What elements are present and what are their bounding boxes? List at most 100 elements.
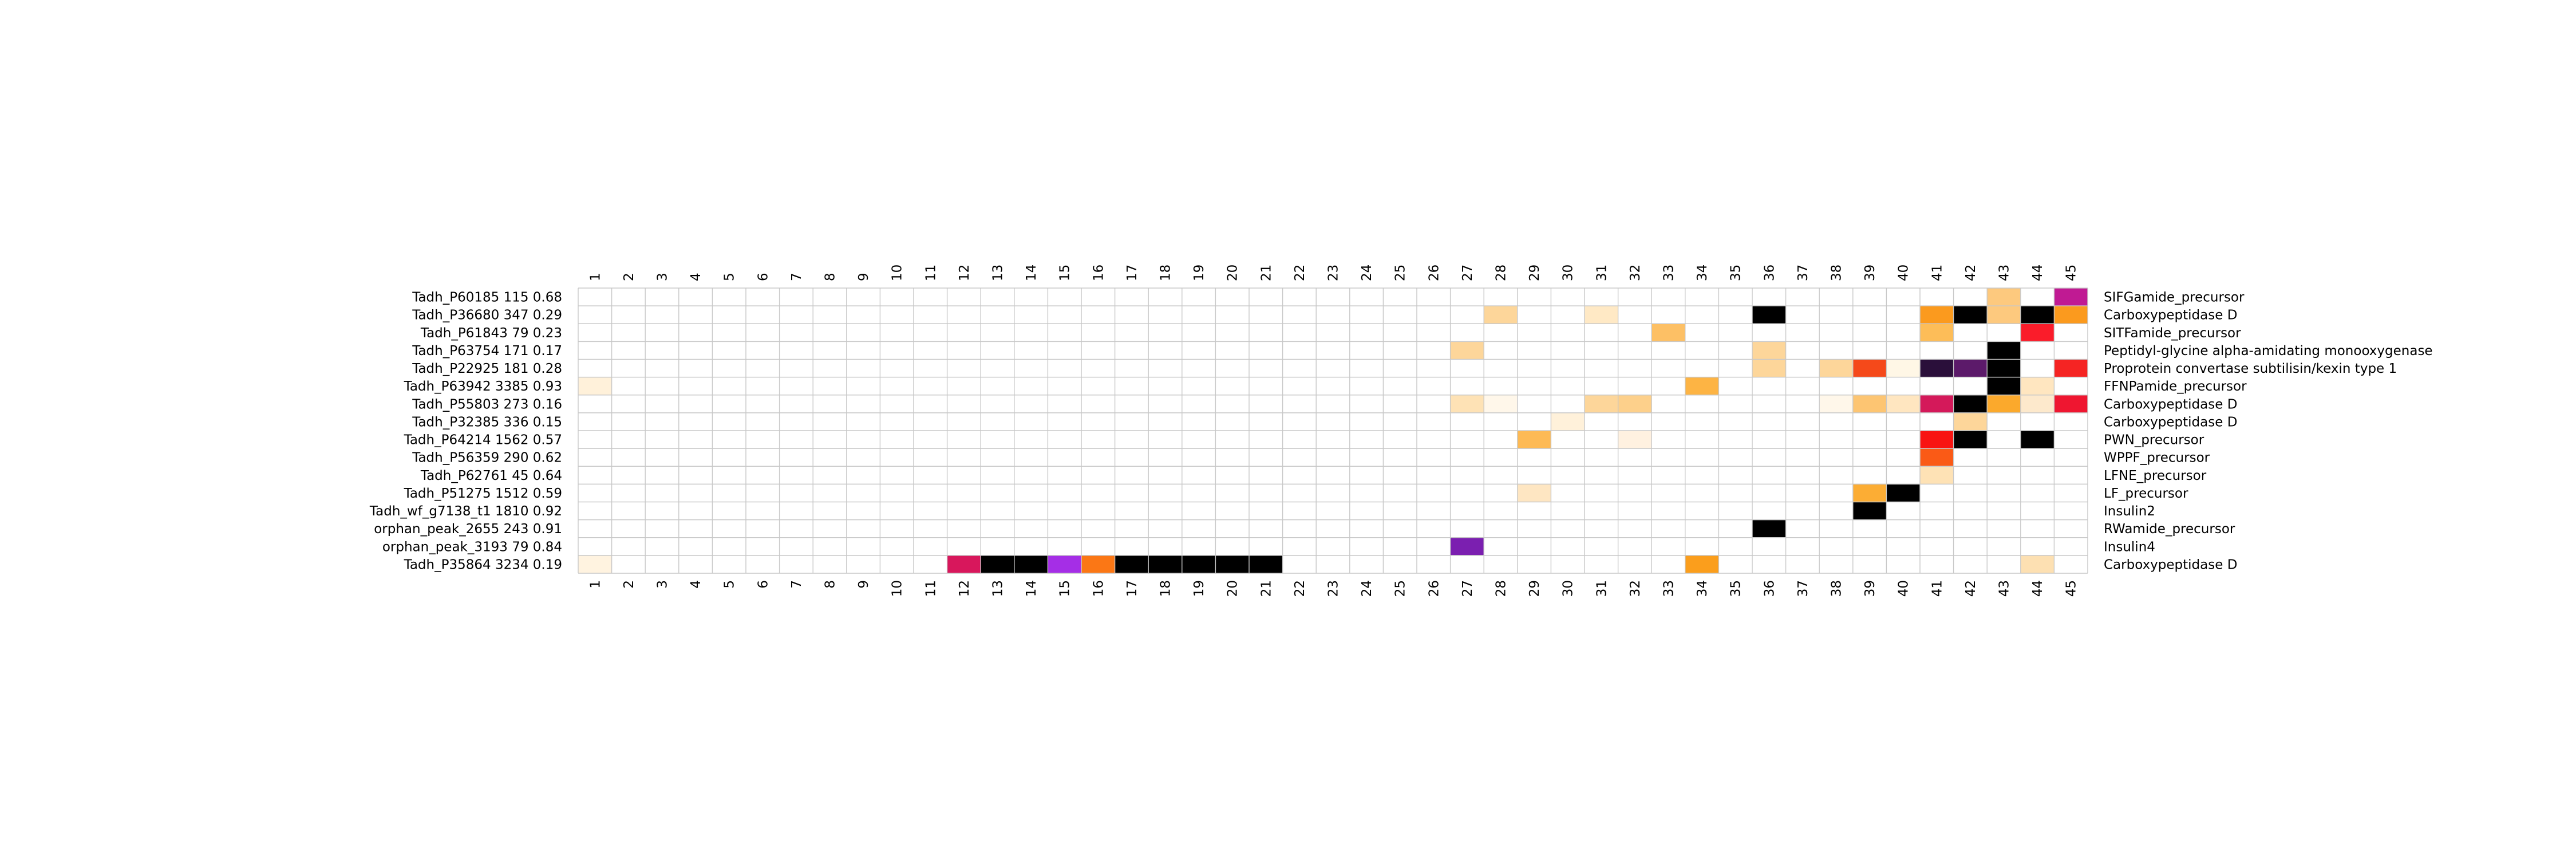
column-tick-label-top: 15	[1058, 265, 1073, 281]
column-tick-label-top: 24	[1360, 265, 1374, 281]
heatmap-cell	[1852, 502, 1887, 520]
column-tick-label-top: 33	[1662, 265, 1677, 281]
column-tick-label-top: 18	[1159, 265, 1174, 281]
column-tick-label-top: 42	[1963, 265, 1978, 281]
heatmap-cell	[2020, 324, 2055, 342]
column-tick-label-bottom: 28	[1494, 580, 1509, 597]
row-label: Tadh_P62761 45 0.64	[420, 468, 562, 483]
row-label: Tadh_P64214 1562 0.57	[404, 433, 562, 448]
row-annotation: PWN_precursor	[2104, 433, 2204, 448]
heatmap-cell	[1987, 288, 2021, 306]
column-tick-label-bottom: 11	[923, 580, 938, 597]
row-annotation: SITFamide_precursor	[2104, 326, 2241, 341]
column-tick-label-bottom: 37	[1796, 580, 1811, 597]
row-label: Tadh_wf_g7138_t1 1810 0.92	[369, 504, 562, 519]
row-label: Tadh_P55803 273 0.16	[412, 397, 562, 412]
heatmap-cell	[1920, 324, 1954, 342]
heatmap-cell	[1819, 395, 1853, 413]
column-tick-label-top: 4	[689, 273, 704, 281]
row-annotation: Carboxypeptidase D	[2104, 415, 2237, 430]
column-tick-label-top: 1	[588, 273, 603, 281]
column-tick-label-top: 29	[1527, 265, 1542, 281]
heatmap-cell	[1249, 555, 1283, 573]
heatmap-cell	[1551, 412, 1585, 431]
heatmap-cell	[1886, 484, 1920, 502]
column-tick-label-top: 40	[1897, 265, 1911, 281]
column-tick-label-top: 41	[1930, 265, 1945, 281]
column-tick-label-bottom: 14	[1024, 580, 1039, 597]
column-tick-label-top: 25	[1393, 265, 1408, 281]
heatmap-cell	[1752, 341, 1786, 360]
row-annotation: Insulin2	[2104, 504, 2155, 519]
column-tick-label-top: 28	[1494, 265, 1509, 281]
column-tick-label-bottom: 2	[622, 580, 637, 589]
heatmap-cell	[1953, 431, 1988, 449]
column-tick-label-bottom: 6	[756, 580, 771, 589]
row-annotation: LFNE_precursor	[2104, 468, 2207, 483]
row-annotation: FFNPamide_precursor	[2104, 379, 2247, 394]
column-tick-label-bottom: 38	[1830, 580, 1844, 597]
column-tick-label-bottom: 16	[1091, 580, 1106, 597]
column-tick-label-bottom: 18	[1159, 580, 1174, 597]
column-tick-label-top: 45	[2064, 265, 2079, 281]
column-tick-label-top: 19	[1192, 265, 1207, 281]
row-label: Tadh_P35864 3234 0.19	[404, 557, 562, 572]
column-tick-label-bottom: 24	[1360, 580, 1374, 597]
column-tick-label-top: 14	[1024, 265, 1039, 281]
heatmap-grid	[578, 287, 2088, 574]
heatmap-cell	[1953, 359, 1988, 377]
heatmap-cell	[1215, 555, 1249, 573]
row-label: Tadh_P32385 336 0.15	[412, 415, 562, 430]
heatmap-cell	[1852, 484, 1887, 502]
column-tick-label-bottom: 45	[2064, 580, 2079, 597]
column-tick-label-bottom: 1	[588, 580, 603, 589]
row-label: Tadh_P51275 1512 0.59	[404, 486, 562, 501]
heatmap-cell	[1819, 359, 1853, 377]
heatmap-cell	[1920, 306, 1954, 324]
heatmap-cell	[1886, 359, 1920, 377]
column-tick-label-bottom: 31	[1594, 580, 1609, 597]
heatmap-cell	[1987, 395, 2021, 413]
heatmap-cell	[578, 377, 612, 395]
heatmap-cell	[2054, 359, 2088, 377]
heatmap-cell	[2054, 395, 2088, 413]
heatmap-cell	[1450, 395, 1484, 413]
heatmap-cell	[2020, 377, 2055, 395]
column-tick-label-bottom: 17	[1125, 580, 1140, 597]
heatmap-cell	[1987, 359, 2021, 377]
heatmap-cell	[2054, 288, 2088, 306]
column-tick-label-top: 13	[991, 265, 1006, 281]
heatmap-cell	[1752, 359, 1786, 377]
column-tick-label-bottom: 27	[1460, 580, 1475, 597]
column-tick-label-bottom: 22	[1293, 580, 1307, 597]
row-label: Tadh_P63942 3385 0.93	[404, 379, 562, 394]
heatmap-cell	[1014, 555, 1048, 573]
column-tick-label-bottom: 21	[1259, 580, 1274, 597]
heatmap-cell	[2020, 431, 2055, 449]
column-tick-label-bottom: 8	[823, 580, 838, 589]
row-annotation: Carboxypeptidase D	[2104, 397, 2237, 412]
heatmap-cell	[1752, 306, 1786, 324]
column-tick-label-top: 7	[789, 273, 804, 281]
column-tick-label-bottom: 30	[1561, 580, 1576, 597]
column-tick-label-bottom: 39	[1863, 580, 1878, 597]
column-tick-label-top: 34	[1695, 265, 1710, 281]
heatmap-cell	[1517, 431, 1551, 449]
column-tick-label-bottom: 43	[1997, 580, 2012, 597]
heatmap-cell	[1585, 395, 1618, 413]
column-tick-label-bottom: 42	[1963, 580, 1978, 597]
row-label: Tadh_P60185 115 0.68	[412, 290, 562, 305]
heatmap-cell	[1852, 359, 1887, 377]
row-annotation: Insulin4	[2104, 539, 2155, 554]
heatmap-cell	[1450, 537, 1484, 555]
column-tick-label-top: 35	[1729, 265, 1744, 281]
row-annotation: Peptidyl-glycine alpha-amidating monooxy…	[2104, 344, 2433, 358]
column-tick-label-top: 8	[823, 273, 838, 281]
column-tick-label-top: 37	[1796, 265, 1811, 281]
column-tick-label-bottom: 15	[1058, 580, 1073, 597]
column-tick-label-bottom: 7	[789, 580, 804, 589]
heatmap-cell	[1953, 306, 1988, 324]
heatmap-cell	[1920, 395, 1954, 413]
heatmap-cell	[1585, 306, 1618, 324]
column-tick-label-top: 44	[2030, 265, 2045, 281]
